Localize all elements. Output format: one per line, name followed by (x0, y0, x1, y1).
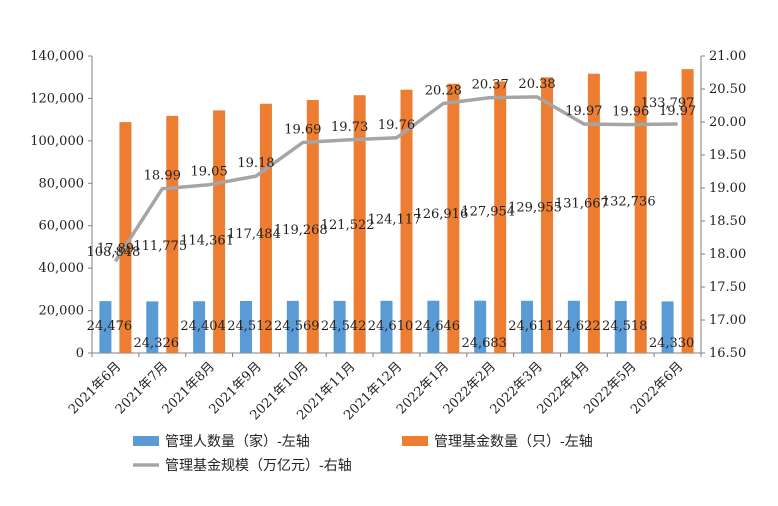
left-tick-label: 60,000 (39, 219, 85, 234)
label-managers: 24,404 (180, 319, 226, 334)
label-funds: 132,736 (602, 194, 656, 209)
right-tick-label: 17.50 (709, 280, 746, 295)
bar-funds (447, 83, 460, 353)
right-tick-label: 21.00 (709, 49, 746, 64)
label-managers: 24,646 (415, 319, 461, 334)
label-scale: 18.99 (144, 169, 181, 184)
bar-funds (541, 77, 554, 353)
left-tick-label: 80,000 (39, 176, 85, 191)
bar-managers (474, 300, 487, 353)
label-managers: 24,512 (227, 319, 273, 334)
bar-managers (661, 301, 674, 353)
bar-funds (353, 95, 366, 353)
label-managers: 24,542 (321, 319, 367, 334)
label-funds: 119,268 (274, 223, 328, 238)
label-scale: 19.73 (331, 120, 368, 135)
line-series (113, 95, 678, 263)
label-managers: 24,610 (368, 319, 414, 334)
bar-managers (333, 300, 346, 353)
label-scale: 17.89 (97, 241, 134, 256)
label-managers: 24,569 (274, 319, 320, 334)
bar-funds (494, 81, 507, 354)
bar-managers (380, 300, 393, 353)
legend-item-managers: 管理人数量（家）-左轴 (133, 433, 310, 450)
label-scale: 20.38 (518, 77, 555, 92)
label-scale: 19.97 (565, 104, 602, 119)
right-tick-label: 18.50 (709, 214, 746, 229)
legend-label: 管理基金规模（万亿元）-右轴 (165, 457, 352, 474)
bar-managers (99, 301, 112, 353)
label-scale: 20.28 (425, 84, 462, 99)
legend-label: 管理基金数量（只）-左轴 (434, 433, 593, 450)
bars (99, 69, 694, 354)
bar-managers (567, 300, 580, 353)
label-managers: 24,518 (602, 319, 648, 334)
bar-funds (681, 69, 694, 354)
label-funds: 117,484 (227, 227, 281, 242)
label-managers: 24,476 (87, 319, 133, 334)
right-tick-label: 18.00 (709, 247, 746, 262)
right-tick-label: 20.50 (709, 82, 746, 97)
bar-managers (193, 301, 206, 353)
label-funds: 124,117 (368, 213, 422, 228)
label-scale: 19.97 (659, 104, 696, 119)
label-scale: 20.37 (472, 78, 509, 93)
bar-funds (306, 99, 319, 353)
right-tick-label: 16.50 (709, 346, 746, 361)
label-scale: 19.96 (612, 105, 649, 120)
label-funds: 111,775 (133, 239, 187, 254)
label-scale: 19.69 (284, 122, 321, 137)
left-tick-label: 120,000 (30, 91, 84, 106)
label-scale: 19.76 (378, 118, 415, 133)
bar-managers (146, 301, 159, 353)
label-scale: 19.18 (237, 156, 274, 171)
label-funds: 131,667 (555, 197, 609, 212)
label-managers: 24,326 (134, 336, 180, 351)
bar-managers (239, 300, 252, 353)
bar-funds (400, 89, 413, 354)
left-tick-label: 40,000 (39, 261, 85, 276)
legend-swatch (402, 436, 428, 446)
label-managers: 24,611 (508, 319, 554, 334)
bar-managers (521, 300, 534, 353)
bar-funds (166, 115, 179, 353)
label-funds: 129,955 (508, 200, 562, 215)
left-tick-label: 140,000 (30, 49, 84, 64)
label-funds: 127,954 (461, 205, 515, 220)
bar-funds (587, 73, 600, 354)
label-managers: 24,622 (555, 319, 601, 334)
bar-funds (119, 122, 132, 353)
right-tick-label: 20.00 (709, 115, 746, 130)
right-tick-label: 19.50 (709, 148, 746, 163)
bar-funds (634, 71, 647, 353)
bar-funds (213, 110, 226, 354)
legend-item-scale: 管理基金规模（万亿元）-右轴 (133, 457, 352, 474)
bar-managers (286, 300, 299, 353)
right-tick-label: 19.00 (709, 181, 746, 196)
label-scale: 19.05 (191, 165, 228, 180)
legend-label: 管理人数量（家）-左轴 (165, 433, 310, 450)
label-funds: 121,522 (321, 218, 375, 233)
left-tick-label: 100,000 (30, 134, 84, 149)
label-funds: 114,361 (180, 233, 234, 248)
label-funds: 126,916 (414, 207, 468, 222)
label-funds: 133,797 (641, 96, 695, 111)
label-managers: 24,330 (649, 336, 695, 351)
line-fund-scale (113, 95, 678, 263)
bar-managers (614, 300, 627, 353)
right-tick-label: 17.00 (709, 313, 746, 328)
label-funds: 108,848 (87, 245, 141, 260)
bar-managers (427, 300, 440, 353)
label-managers: 24,683 (461, 336, 507, 351)
left-tick-label: 0 (76, 346, 84, 361)
legend-item-funds: 管理基金数量（只）-左轴 (402, 433, 593, 450)
legend-swatch (133, 436, 159, 446)
left-tick-label: 20,000 (39, 304, 85, 319)
